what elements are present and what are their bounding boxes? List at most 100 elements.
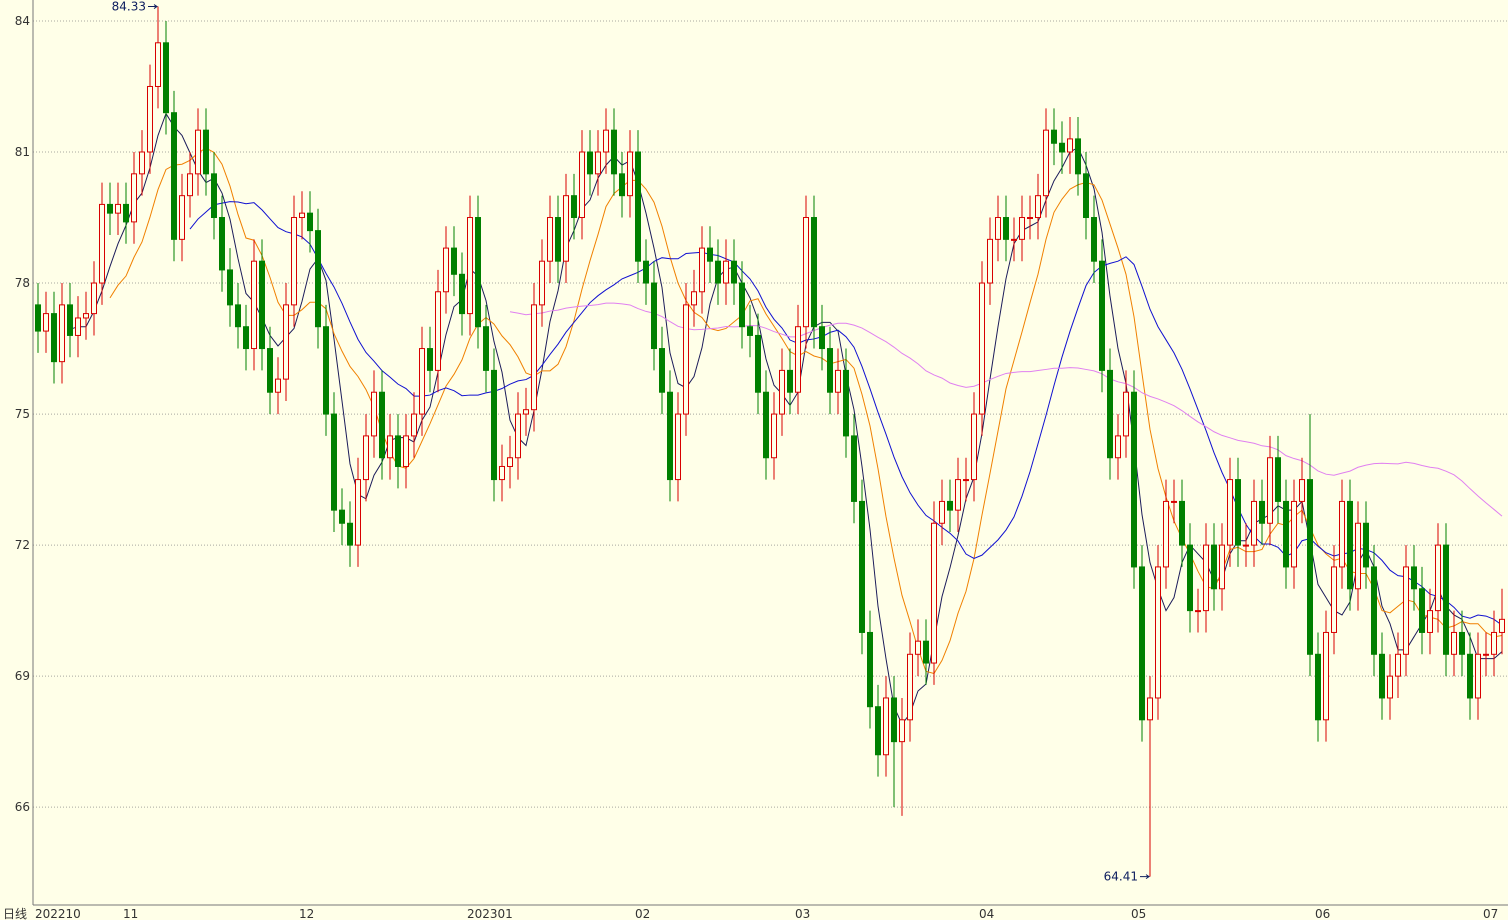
candle-body xyxy=(123,203,129,223)
y-tick-label: 72 xyxy=(15,538,30,552)
x-tick-label: 02 xyxy=(635,907,650,920)
candle-body xyxy=(1315,653,1321,721)
candle-body xyxy=(1011,238,1017,241)
candle-body xyxy=(187,173,193,197)
candle-body xyxy=(867,631,873,708)
candle-body xyxy=(1059,142,1065,153)
candle-body xyxy=(1371,566,1377,655)
candle-body xyxy=(539,260,545,306)
candle-body xyxy=(1403,566,1409,655)
candle-body xyxy=(739,282,745,328)
y-tick-label: 84 xyxy=(15,14,30,28)
candle-body xyxy=(1363,522,1369,568)
candle-body xyxy=(299,212,305,219)
candle-body xyxy=(467,217,473,315)
candle-body xyxy=(523,409,529,415)
candle-body xyxy=(291,217,297,306)
candle-body xyxy=(579,151,585,219)
moving-average-line xyxy=(509,302,1503,517)
candle-body xyxy=(795,326,801,393)
candle-body xyxy=(171,112,177,240)
candle-body xyxy=(699,247,705,293)
candle-body xyxy=(547,217,553,262)
candle-body xyxy=(227,269,233,306)
y-tick-label: 78 xyxy=(15,276,30,290)
candle-body xyxy=(907,653,913,721)
candle-body xyxy=(1179,500,1185,546)
candle-body xyxy=(83,313,89,319)
candle-body xyxy=(595,151,601,175)
candle-body xyxy=(651,282,657,350)
candle-body xyxy=(827,348,833,393)
candle-body xyxy=(1443,544,1449,655)
candle-body xyxy=(403,435,409,467)
candle-body xyxy=(1283,500,1289,568)
candle-body xyxy=(1131,391,1137,568)
x-tick-label: 05 xyxy=(1131,907,1146,920)
candle-body xyxy=(107,203,113,214)
candle-body xyxy=(603,129,609,153)
candle-body xyxy=(35,304,41,332)
annotation-arrow xyxy=(148,4,158,9)
x-tick-label: 04 xyxy=(979,907,994,920)
candle-body xyxy=(1211,544,1217,590)
candle-body xyxy=(419,348,425,415)
candle-body xyxy=(1451,631,1457,655)
candle-body xyxy=(891,697,897,743)
candle-body xyxy=(387,435,393,459)
candle-body xyxy=(667,391,673,481)
candle-body xyxy=(1051,129,1057,144)
candle-body xyxy=(363,435,369,481)
candle-body xyxy=(515,413,521,459)
labels: 66 69 72 75 78 81 84 202210 11 12 202301 02 03 04 05 06… xyxy=(15,0,1499,920)
candle-body xyxy=(987,238,993,284)
candle-body xyxy=(1347,500,1353,590)
candle-body xyxy=(731,260,737,284)
candle-body xyxy=(283,304,289,380)
candle-body xyxy=(803,217,809,328)
candle-body xyxy=(915,640,921,655)
candle-body xyxy=(1411,566,1417,590)
candle-body xyxy=(859,500,865,633)
candle-body xyxy=(755,334,761,393)
min-label: 64.41 xyxy=(1104,870,1138,884)
candle-body xyxy=(947,500,953,511)
candle-body xyxy=(99,203,105,284)
candle-body xyxy=(1307,479,1313,655)
candle-body xyxy=(1267,457,1273,524)
x-tick-label: 12 xyxy=(299,907,314,920)
candle-body xyxy=(307,212,313,232)
candle-body xyxy=(339,509,345,524)
candle-body xyxy=(499,465,505,481)
candle-body xyxy=(115,203,121,214)
candle-body xyxy=(355,479,361,546)
candle-body xyxy=(1499,618,1505,633)
candle-body xyxy=(235,304,241,328)
candle-body xyxy=(611,129,617,175)
candle-body xyxy=(1019,217,1025,240)
candle-body xyxy=(587,151,593,175)
candle-body xyxy=(331,413,337,511)
candle-body xyxy=(979,282,985,415)
y-tick-label: 69 xyxy=(15,669,30,683)
candle-body xyxy=(779,369,785,415)
candle-body xyxy=(787,369,793,393)
annotation-arrow xyxy=(1140,874,1150,880)
candle-body xyxy=(1139,566,1145,721)
period-label: 日线 xyxy=(3,907,27,920)
candle-body xyxy=(203,129,209,175)
candle-body xyxy=(411,413,417,437)
candle-body xyxy=(763,391,769,459)
candle-body xyxy=(1075,138,1081,175)
candle-body xyxy=(395,435,401,467)
candle-body xyxy=(955,479,961,511)
candle-body xyxy=(51,313,57,363)
candle-body xyxy=(563,195,569,262)
candle-body xyxy=(819,326,825,350)
candle-body xyxy=(379,391,385,459)
candle-body xyxy=(555,217,561,262)
candle-body xyxy=(675,413,681,481)
candle-body xyxy=(1187,544,1193,612)
